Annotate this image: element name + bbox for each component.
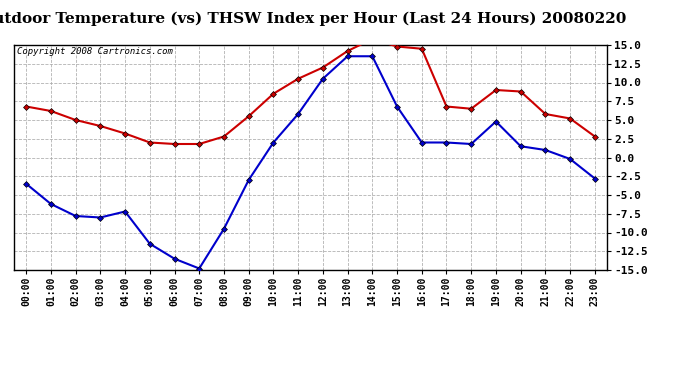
Text: Outdoor Temperature (vs) THSW Index per Hour (Last 24 Hours) 20080220: Outdoor Temperature (vs) THSW Index per … <box>0 11 627 26</box>
Text: Copyright 2008 Cartronics.com: Copyright 2008 Cartronics.com <box>17 47 172 56</box>
